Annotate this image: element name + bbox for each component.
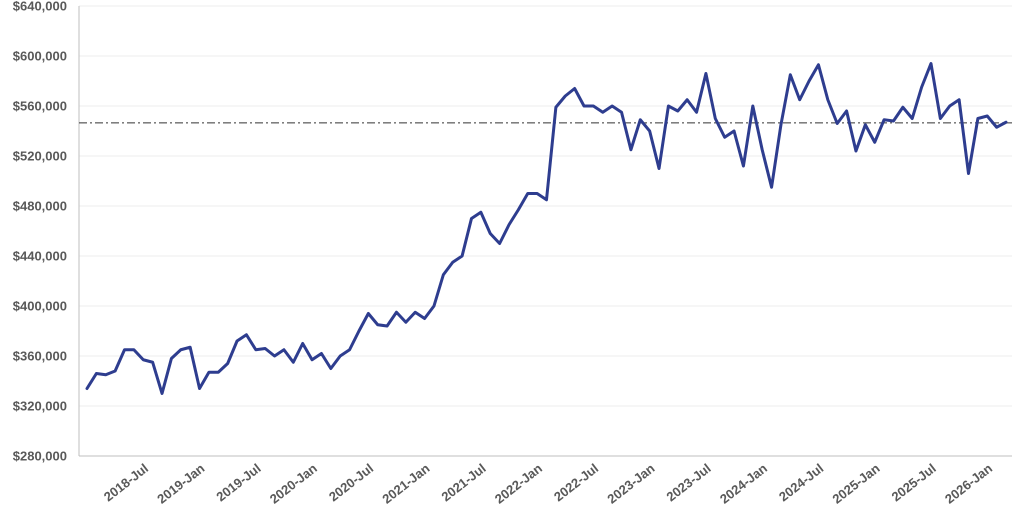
x-tick-label: 2021-Jan (379, 461, 432, 507)
y-tick-label: $480,000 (13, 199, 67, 214)
x-tick-label: 2021-Jul (438, 461, 488, 505)
x-tick-label: 2025-Jul (889, 461, 939, 505)
x-tick-label: 2022-Jan (492, 461, 545, 507)
series-line (85, 62, 1008, 395)
x-tick-label: 2022-Jul (551, 461, 601, 505)
y-tick-label: $280,000 (13, 449, 67, 464)
y-axis-ticks: $280,000 $320,000 $360,000 $400,000 $440,000… (13, 0, 67, 464)
x-tick-label: 2024-Jul (776, 461, 826, 505)
x-tick-label: 2025-Jan (829, 461, 882, 507)
x-tick-label: 2020-Jul (326, 461, 376, 505)
y-tick-label: $640,000 (13, 0, 67, 14)
y-tick-label: $440,000 (13, 249, 67, 264)
x-tick-label: 2020-Jan (267, 461, 320, 507)
y-tick-label: $320,000 (13, 399, 67, 414)
x-tick-label: 2018-Jul (101, 461, 151, 505)
y-tick-label: $520,000 (13, 149, 67, 164)
gridlines (79, 5, 1012, 407)
x-tick-label: 2019-Jul (213, 461, 263, 505)
x-axis-ticks: 2018-Jul 2019-Jan 2019-Jul 2020-Jan 2020-Jul… (101, 461, 995, 507)
x-tick-label: 2023-Jul (664, 461, 714, 505)
x-tick-label: 2026-Jan (942, 461, 995, 507)
y-tick-label: $560,000 (13, 99, 67, 114)
y-tick-label: $360,000 (13, 349, 67, 364)
x-tick-label: 2023-Jan (604, 461, 657, 507)
y-tick-label: $600,000 (13, 49, 67, 64)
y-tick-label: $400,000 (13, 299, 67, 314)
x-tick-label: 2019-Jan (154, 461, 207, 507)
x-tick-label: 2024-Jan (717, 461, 770, 507)
